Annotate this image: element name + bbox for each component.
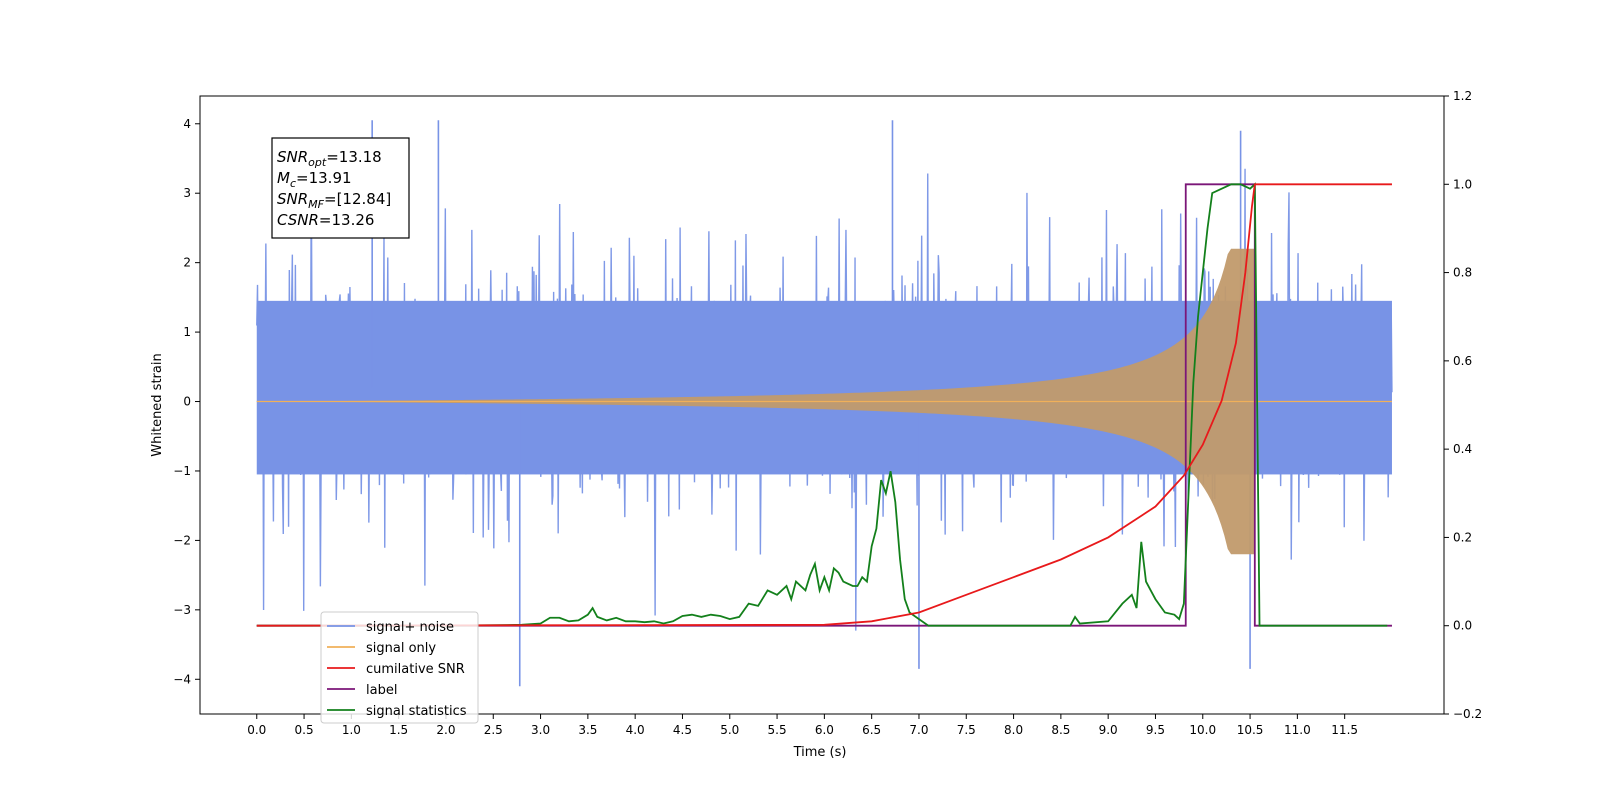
legend: signal+ noise signal only cumilative SNR la… (320, 611, 479, 724)
annotation-value: =13.91 (296, 169, 352, 187)
y-tick-label: −1 (173, 464, 191, 478)
x-tick-label: 5.5 (768, 723, 787, 737)
x-tick-label: 6.0 (815, 723, 834, 737)
x-tick-label: 6.5 (862, 723, 881, 737)
x-tick-label: 8.5 (1051, 723, 1070, 737)
x-tick-label: 1.5 (389, 723, 408, 737)
x-tick-label: 9.0 (1099, 723, 1118, 737)
y-axis-label: Whitened strain (150, 353, 165, 456)
x-tick-label: 2.5 (484, 723, 503, 737)
series-cumulative-snr-line (256, 183, 1392, 627)
annotation-subscript: MF (308, 198, 324, 211)
y-axis-left: −4 −3 −2 −1 0 1 2 3 4 (173, 117, 200, 686)
y-tick-label: 1 (183, 325, 191, 339)
x-tick-label: 2.0 (436, 723, 455, 737)
y2-tick-label: 0.2 (1453, 530, 1472, 544)
y-tick-label: 4 (183, 117, 191, 131)
annotation-symbol: SNR (277, 190, 308, 208)
x-tick-label: 9.5 (1146, 723, 1165, 737)
y-tick-label: 3 (183, 186, 191, 200)
y2-tick-label: 0.8 (1453, 266, 1472, 280)
annotation-symbol: M (277, 169, 290, 187)
x-tick-label: 4.0 (626, 723, 645, 737)
annotation-value: =[12.84] (324, 190, 391, 208)
legend-label: signal statistics (366, 704, 467, 719)
annotation-symbol: CSNR (277, 211, 319, 229)
x-tick-label: 0.0 (247, 723, 266, 737)
series-signal-statistics-line (256, 182, 1388, 627)
x-tick-label: 3.5 (578, 723, 597, 737)
metrics-annotation-box: SNRopt=13.18Mc=13.91SNRMF=[12.84]CSNR=13… (271, 137, 410, 239)
y-tick-label: 0 (183, 395, 191, 409)
annotation-line: Mc=13.91 (277, 169, 352, 190)
legend-label: signal only (366, 641, 436, 656)
annotation-value: =13.18 (326, 148, 382, 166)
y-axis-right: −0.2 0.0 0.2 0.4 0.6 0.8 1.0 1.2 (1444, 89, 1482, 721)
legend-label: signal+ noise (366, 620, 454, 635)
annotation-line: SNRMF=[12.84] (277, 190, 391, 211)
x-tick-label: 0.5 (295, 723, 314, 737)
x-tick-label: 7.0 (909, 723, 928, 737)
y2-tick-label: 1.0 (1453, 177, 1472, 191)
x-tick-label: 11.0 (1284, 723, 1311, 737)
x-tick-label: 3.0 (531, 723, 550, 737)
y2-tick-label: 1.2 (1453, 89, 1472, 103)
annotation-value: =13.26 (319, 211, 375, 229)
x-axis-label: Time (s) (793, 745, 847, 760)
y-tick-label: 2 (183, 256, 191, 270)
plot-frame (199, 95, 1445, 715)
annotation-subscript: c (290, 177, 296, 190)
annotation-symbol: SNR (277, 148, 308, 166)
x-tick-label: 5.0 (720, 723, 739, 737)
x-tick-label: 4.5 (673, 723, 692, 737)
y-tick-label: −2 (173, 533, 191, 547)
legend-label: cumilative SNR (366, 662, 465, 677)
plot-area (256, 120, 1393, 687)
y2-tick-label: 0.6 (1453, 354, 1472, 368)
annotation-line: SNRopt=13.18 (277, 148, 382, 169)
x-tick-label: 7.5 (957, 723, 976, 737)
x-tick-label: 8.0 (1004, 723, 1023, 737)
annotation-line: CSNR=13.26 (277, 211, 374, 229)
annotation-frame (271, 137, 410, 239)
annotation-subscript: opt (308, 156, 327, 169)
y2-tick-label: −0.2 (1453, 707, 1482, 721)
x-tick-label: 1.0 (342, 723, 361, 737)
legend-label: label (366, 683, 397, 698)
x-axis: 0.0 0.5 1.0 1.5 2.0 2.5 3.0 3.5 4.0 4.5 5.0 5.5 6.0 6… (247, 714, 1358, 737)
x-tick-label: 10.0 (1189, 723, 1216, 737)
y-tick-label: −4 (173, 672, 191, 686)
y-tick-label: −3 (173, 603, 191, 617)
x-tick-label: 11.5 (1331, 723, 1358, 737)
y2-tick-label: 0.4 (1453, 442, 1472, 456)
legend-frame (320, 611, 479, 724)
x-tick-label: 10.5 (1237, 723, 1264, 737)
y2-tick-label: 0.0 (1453, 619, 1472, 633)
